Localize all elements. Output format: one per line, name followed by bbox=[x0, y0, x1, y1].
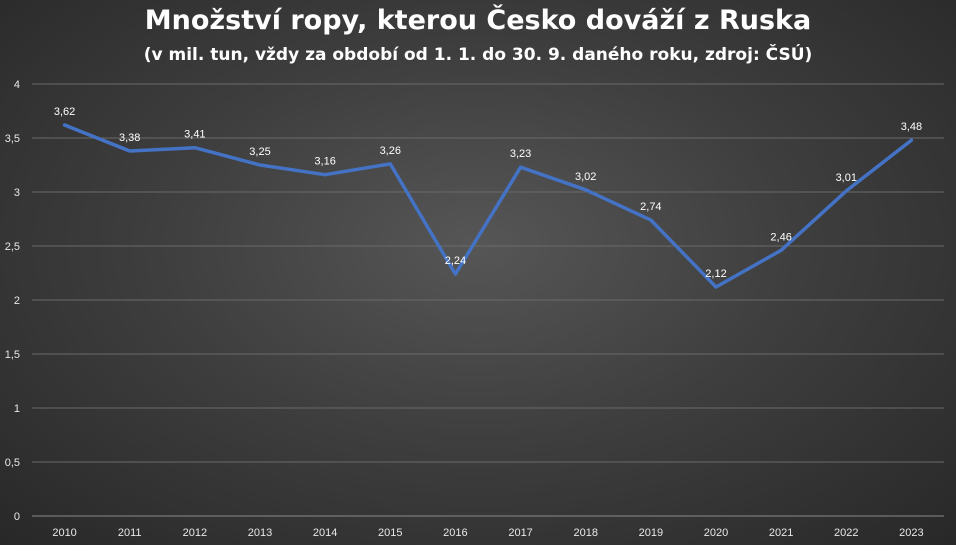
data-label: 3,62 bbox=[54, 106, 75, 118]
x-tick-label: 2017 bbox=[508, 527, 532, 539]
data-point bbox=[649, 218, 653, 222]
data-label: 2,46 bbox=[770, 231, 791, 243]
x-tick-label: 2022 bbox=[834, 527, 858, 539]
data-point bbox=[323, 173, 327, 177]
series-line bbox=[62, 123, 914, 289]
x-tick-label: 2013 bbox=[248, 527, 272, 539]
y-tick-label: 3,5 bbox=[5, 133, 20, 145]
data-point bbox=[63, 123, 67, 127]
x-tick-label: 2019 bbox=[639, 527, 663, 539]
x-tick-label: 2010 bbox=[52, 527, 76, 539]
x-tick-label: 2015 bbox=[378, 527, 402, 539]
x-tick-label: 2014 bbox=[313, 527, 337, 539]
data-point bbox=[584, 188, 588, 192]
x-tick-label: 2012 bbox=[183, 527, 207, 539]
x-tick-label: 2021 bbox=[769, 527, 793, 539]
x-tick-label: 2023 bbox=[899, 527, 923, 539]
data-point bbox=[844, 189, 848, 193]
y-tick-label: 2 bbox=[14, 295, 20, 307]
data-point bbox=[453, 272, 457, 276]
data-point bbox=[388, 162, 392, 166]
y-tick-label: 0,5 bbox=[5, 457, 20, 469]
data-point bbox=[128, 149, 132, 153]
y-tick-label: 3 bbox=[14, 187, 20, 199]
data-label: 3,26 bbox=[380, 145, 401, 157]
chart-subtitle: (v mil. tun, vždy za období od 1. 1. do … bbox=[143, 45, 813, 65]
data-label: 2,12 bbox=[705, 268, 726, 280]
data-label: 2,74 bbox=[640, 201, 661, 213]
data-point bbox=[193, 146, 197, 150]
y-tick-label: 0 bbox=[14, 511, 20, 523]
data-label: 3,48 bbox=[901, 121, 922, 133]
y-tick-label: 1 bbox=[14, 403, 20, 415]
data-point bbox=[714, 285, 718, 289]
data-label: 3,23 bbox=[510, 148, 531, 160]
y-tick-label: 2,5 bbox=[5, 241, 20, 253]
data-label: 3,01 bbox=[836, 172, 857, 184]
x-tick-label: 2016 bbox=[443, 527, 467, 539]
x-tick-label: 2011 bbox=[118, 527, 142, 539]
y-tick-label: 4 bbox=[14, 79, 20, 91]
chart-title: Množství ropy, kterou Česko dováží z Rus… bbox=[144, 5, 812, 36]
data-label: 2,24 bbox=[445, 255, 466, 267]
x-tick-label: 2020 bbox=[704, 527, 728, 539]
y-tick-label: 1,5 bbox=[5, 349, 20, 361]
data-label: 3,25 bbox=[249, 146, 270, 158]
data-point bbox=[258, 163, 262, 167]
data-point bbox=[779, 248, 783, 252]
data-label: 3,02 bbox=[575, 171, 596, 183]
data-label: 3,41 bbox=[184, 129, 205, 141]
data-point bbox=[519, 165, 523, 169]
x-tick-label: 2018 bbox=[573, 527, 597, 539]
data-label: 3,16 bbox=[314, 156, 335, 168]
data-point bbox=[909, 138, 913, 142]
data-label: 3,38 bbox=[119, 132, 140, 144]
